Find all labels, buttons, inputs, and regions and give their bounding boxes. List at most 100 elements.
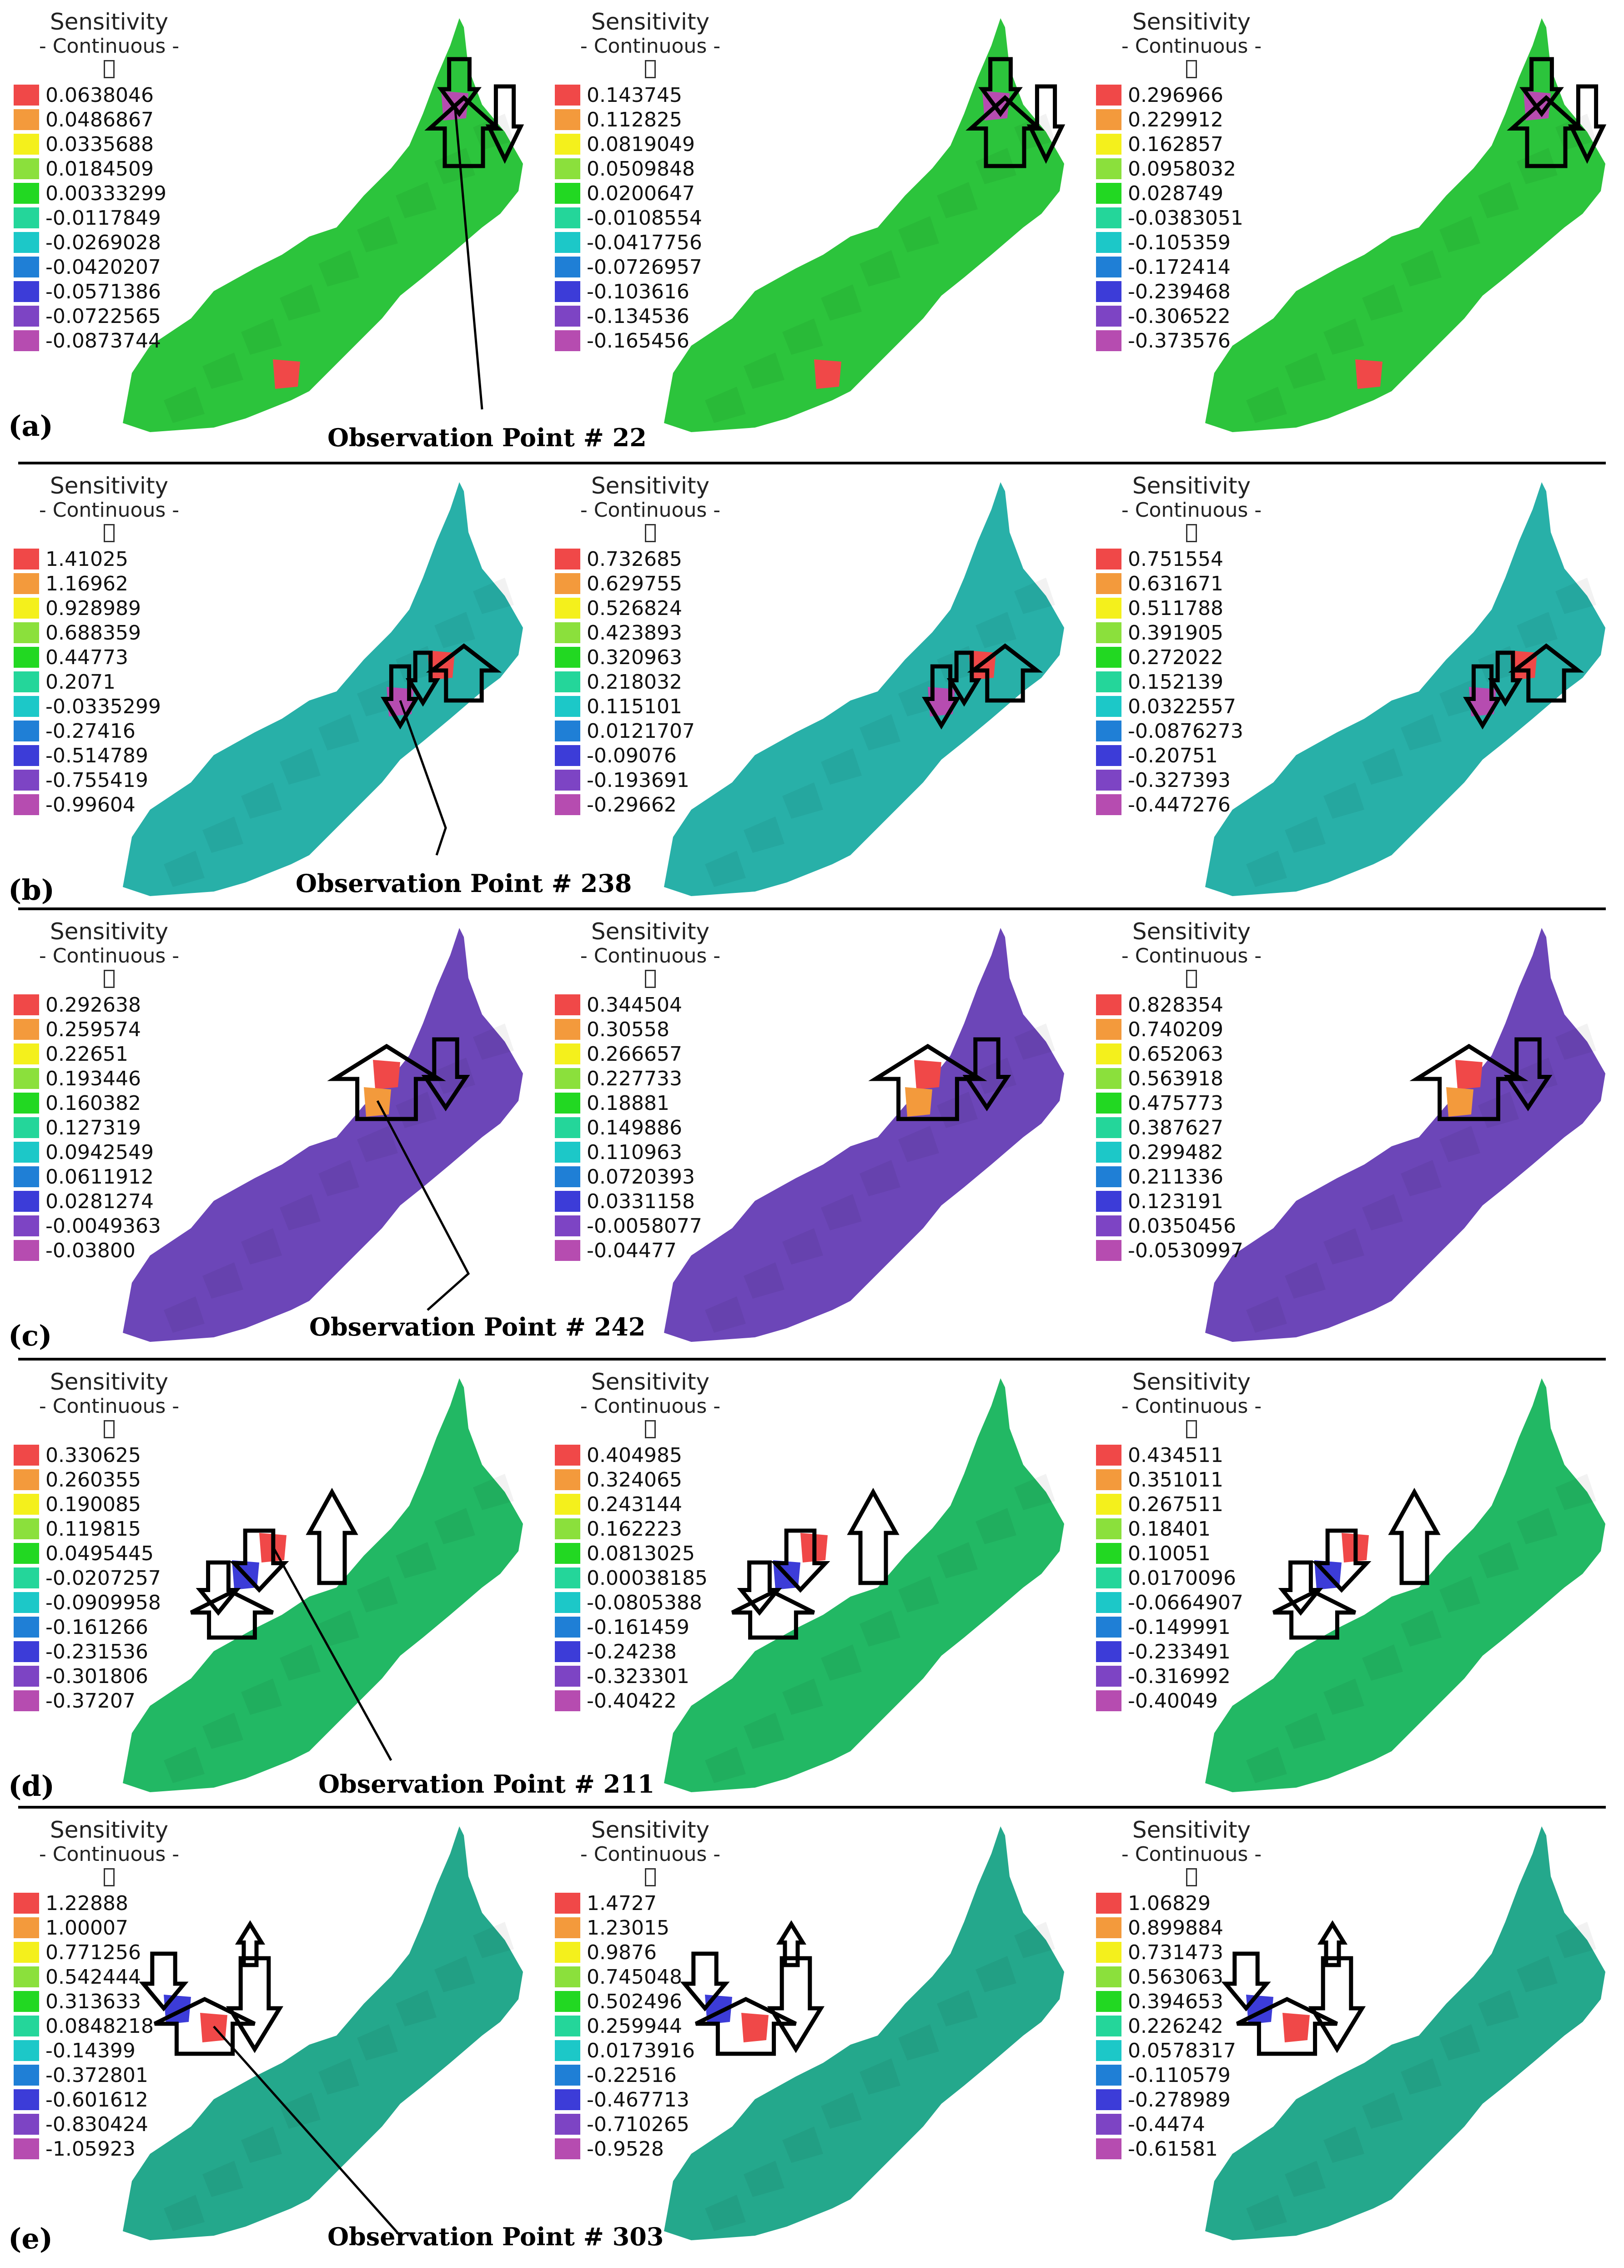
- legend-swatch: [555, 770, 580, 791]
- legend-value: -0.27416: [45, 719, 136, 743]
- legend-item: 0.0942549: [14, 1140, 205, 1164]
- legend-value: 0.0638046: [45, 83, 154, 107]
- legend-marker-icon: [645, 970, 656, 988]
- region-outline: [664, 1378, 1064, 1792]
- legend-item: 0.259944: [555, 2014, 746, 2038]
- legend-value: 0.44773: [45, 645, 128, 669]
- legend-title: Sensitivity: [591, 1369, 710, 1395]
- direction-arrow-down: [437, 57, 482, 117]
- voronoi-cell: [860, 1160, 900, 1196]
- legend-swatch: [555, 1019, 580, 1040]
- voronoi-cell: [975, 1956, 1016, 1992]
- voronoi-cell: [1517, 1508, 1558, 1544]
- direction-arrow-up: [695, 1996, 797, 2056]
- legend-swatch: [14, 1690, 39, 1711]
- figure-row: Sensitivity - Continuous -0.292638 0.25957…: [0, 910, 1624, 1360]
- direction-arrow-down: [1278, 1560, 1323, 1616]
- legend-item: -0.110579: [1096, 2063, 1287, 2087]
- voronoi-cell: [357, 216, 398, 252]
- direction-arrow-down: [1312, 1528, 1372, 1593]
- legend-swatch: [1096, 647, 1121, 668]
- legend-item: -0.20751: [1096, 743, 1287, 768]
- legend-item: 0.0813025: [555, 1541, 746, 1566]
- row-label: (a): [8, 409, 53, 443]
- legend-item: -0.233491: [1096, 1639, 1287, 1664]
- voronoi-cell: [1014, 578, 1055, 614]
- voronoi-cell: [1014, 1474, 1055, 1510]
- legend-value: -0.239468: [1128, 280, 1231, 303]
- legend-swatch: [555, 1445, 580, 1466]
- voronoi-cell: [434, 1956, 475, 1992]
- legend-item: -0.278989: [1096, 2087, 1287, 2112]
- voronoi-cell: [164, 851, 205, 887]
- legend-value: 0.18881: [587, 1091, 669, 1115]
- legend-subtitle: - Continuous -: [1121, 1395, 1262, 1418]
- legend-item: -0.372801: [14, 2063, 205, 2087]
- legend-swatch: [14, 573, 39, 594]
- legend-item: -0.231536: [14, 1639, 205, 1664]
- legend-item: -0.0873744: [14, 328, 205, 353]
- legend-swatch: [555, 232, 580, 253]
- legend-item: 0.299482: [1096, 1140, 1287, 1164]
- voronoi-cell: [937, 1542, 978, 1578]
- legend-value: -0.0108554: [587, 206, 702, 230]
- sensitivity-legend: Sensitivity - Continuous - 0.732685 0.62975…: [555, 473, 746, 817]
- voronoi-cell: [164, 1747, 205, 1783]
- direction-arrow-up: [1388, 1487, 1441, 1585]
- voronoi-cell: [1401, 1160, 1442, 1196]
- legend-value: 0.391905: [1128, 621, 1223, 645]
- direction-arrow-down: [978, 57, 1023, 117]
- region-map: [1205, 1826, 1605, 2240]
- map-panel: Sensitivity - Continuous -1.41025 1.16962 0…: [0, 464, 541, 910]
- voronoi-cell: [705, 387, 746, 423]
- legend-item: -0.14399: [14, 2038, 205, 2063]
- legend-swatch: [1096, 721, 1121, 741]
- legend-value: 0.9876: [587, 1940, 657, 1964]
- legend-title: Sensitivity: [50, 473, 169, 499]
- legend-item: 0.652063: [1096, 1042, 1287, 1066]
- legend-swatch: [555, 1942, 580, 1963]
- legend-value: 0.211336: [1128, 1165, 1223, 1189]
- legend-swatch: [1096, 1641, 1121, 1662]
- voronoi-cell: [821, 1644, 862, 1681]
- legend-item: -0.0664907: [1096, 1590, 1287, 1615]
- legend-swatch: [555, 183, 580, 204]
- legend-value: -0.755419: [45, 768, 148, 792]
- voronoi-cell: [473, 1474, 514, 1510]
- legend-value: -0.372801: [45, 2063, 148, 2087]
- legend-value: 0.0819049: [587, 132, 695, 156]
- voronoi-cell: [744, 1713, 784, 1749]
- direction-arrow-down: [922, 664, 961, 730]
- legend-swatch: [14, 1469, 39, 1490]
- legend-value: 0.028749: [1128, 181, 1223, 205]
- voronoi-cell: [1285, 2161, 1326, 2197]
- legend-item: 0.266657: [555, 1042, 746, 1066]
- legend-subtitle: - Continuous -: [580, 944, 721, 968]
- legend-marker-icon: [1186, 524, 1197, 542]
- legend-swatch: [555, 109, 580, 130]
- legend-item: -0.161459: [555, 1615, 746, 1639]
- legend-swatch: [14, 134, 39, 155]
- legend-title: Sensitivity: [1132, 1369, 1251, 1395]
- legend-value: -0.0873744: [45, 329, 161, 353]
- legend-value: 0.272022: [1128, 645, 1223, 669]
- map-panel: Sensitivity - Continuous - 0.404985 0.32406…: [541, 1360, 1082, 1806]
- legend-swatch: [14, 1191, 39, 1212]
- legend-item: -0.09076: [555, 743, 746, 768]
- sensitivity-legend: Sensitivity - Continuous - 0.143745 0.11282…: [555, 9, 746, 353]
- legend-value: 0.22651: [45, 1042, 128, 1066]
- legend-value: -0.61581: [1128, 2137, 1218, 2161]
- legend-item: -0.447276: [1096, 792, 1287, 817]
- legend-value: 0.394653: [1128, 1990, 1223, 2013]
- legend-item: 0.260355: [14, 1467, 205, 1492]
- legend-item: -0.99604: [14, 792, 205, 817]
- legend-swatch: [14, 1592, 39, 1613]
- legend-subtitle: - Continuous -: [1121, 1843, 1262, 1866]
- sensitive-cell: [741, 2013, 769, 2042]
- legend-value: 0.243144: [587, 1492, 682, 1516]
- legend-swatch: [1096, 696, 1121, 717]
- legend-swatch: [555, 2089, 580, 2110]
- legend-value: -0.161459: [587, 1615, 689, 1639]
- voronoi-cell: [202, 1713, 243, 1749]
- legend-item: -0.4474: [1096, 2112, 1287, 2137]
